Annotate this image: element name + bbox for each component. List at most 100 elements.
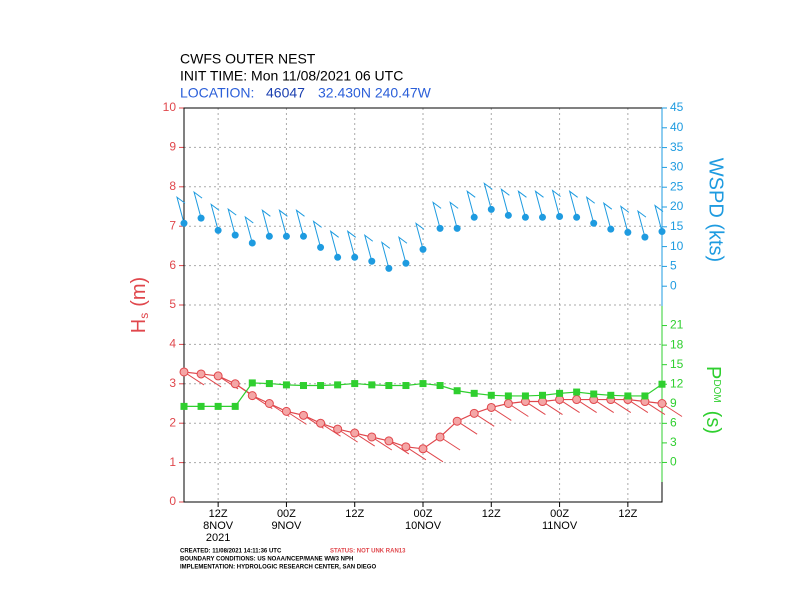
date-label: 9NOV bbox=[271, 520, 302, 532]
hs-point bbox=[247, 391, 257, 401]
period-point bbox=[658, 380, 666, 388]
y-tick-label: 2 bbox=[169, 415, 176, 429]
y-tick-label: 6 bbox=[169, 258, 176, 272]
period-point bbox=[521, 392, 529, 400]
y2-axis-label: WSPD (kts) bbox=[705, 158, 727, 262]
period-point bbox=[214, 402, 222, 410]
wind-barb bbox=[295, 209, 305, 237]
period-point bbox=[180, 402, 188, 410]
wind-point bbox=[470, 213, 478, 221]
y-tick-label: 8 bbox=[169, 179, 176, 193]
y2-tick-label: 25 bbox=[670, 179, 684, 193]
wind-barb bbox=[602, 201, 613, 230]
y3-tick-label: 18 bbox=[670, 337, 684, 351]
wind-point bbox=[300, 232, 307, 240]
wind-point bbox=[214, 226, 222, 234]
hs-point bbox=[213, 371, 223, 381]
wind-barb bbox=[551, 189, 561, 217]
wind-point bbox=[624, 228, 632, 236]
hs-point bbox=[333, 424, 343, 434]
y3-tick-label: 21 bbox=[670, 318, 684, 332]
period-point bbox=[385, 382, 393, 390]
period-point bbox=[470, 389, 478, 397]
period-point bbox=[453, 387, 461, 395]
y-tick-label: 0 bbox=[169, 494, 176, 508]
wind-point bbox=[180, 219, 188, 227]
date-label: 8NOV bbox=[203, 520, 234, 532]
wind-barb bbox=[585, 195, 596, 224]
wind-point bbox=[402, 259, 410, 267]
hs-point bbox=[384, 436, 394, 446]
y3-label-sub: DOM bbox=[711, 379, 722, 402]
y3-tick-label: 6 bbox=[670, 416, 677, 430]
wind-point bbox=[368, 257, 376, 265]
y-label-sub: s bbox=[137, 313, 151, 319]
wind-point bbox=[317, 243, 325, 251]
wind-point bbox=[197, 214, 205, 222]
wind-point bbox=[487, 205, 495, 213]
wind-barb bbox=[210, 203, 220, 231]
wind-barb bbox=[244, 215, 254, 244]
station-id: 46047 bbox=[266, 85, 305, 101]
wind-barb bbox=[517, 190, 527, 218]
y-axis-label: Hs (m) bbox=[128, 277, 151, 333]
wind-barb bbox=[227, 207, 237, 236]
hs-point bbox=[281, 406, 291, 416]
period-point bbox=[556, 389, 564, 397]
y2-tick-label: 40 bbox=[670, 120, 684, 134]
period-point bbox=[248, 379, 256, 387]
chart-title: CWFS OUTER NEST bbox=[180, 51, 316, 67]
hs-point bbox=[316, 418, 326, 428]
y-tick-label: 1 bbox=[169, 455, 176, 469]
y-tick-label: 10 bbox=[163, 100, 177, 114]
hs-point bbox=[196, 369, 206, 379]
period-point bbox=[607, 391, 615, 399]
x-tick-label: 00Z bbox=[550, 508, 569, 520]
wind-point bbox=[573, 213, 581, 221]
wind-barb bbox=[654, 204, 664, 232]
footer-implementation: IMPLEMENTATION: HYDROLOGIC RESEARCH CENT… bbox=[180, 565, 376, 571]
x-tick-label: 00Z bbox=[414, 508, 433, 520]
y3-tick-label: 12 bbox=[670, 376, 684, 390]
wind-barb bbox=[534, 190, 544, 218]
y3-tick-label: 0 bbox=[670, 455, 677, 469]
wind-point bbox=[282, 232, 290, 240]
wind-point bbox=[436, 224, 444, 232]
wind-barb bbox=[176, 195, 186, 224]
wind-point bbox=[334, 253, 342, 261]
period-point bbox=[231, 402, 239, 410]
wind-barb bbox=[363, 233, 374, 262]
wind-barb bbox=[398, 235, 408, 264]
period-point bbox=[351, 380, 359, 388]
hs-point bbox=[264, 399, 274, 408]
wind-barb bbox=[466, 190, 476, 218]
wind-point bbox=[607, 225, 615, 233]
period-point bbox=[436, 382, 444, 390]
hs-point bbox=[230, 379, 240, 389]
wind-barb bbox=[449, 201, 459, 229]
period-point bbox=[265, 380, 273, 388]
hs-point bbox=[179, 367, 189, 377]
wind-point bbox=[248, 239, 256, 247]
hs-point bbox=[418, 444, 428, 454]
y3-tick-label: 9 bbox=[670, 396, 677, 410]
x-tick-label: 00Z bbox=[277, 508, 296, 520]
wind-barb bbox=[637, 209, 647, 238]
period-point bbox=[317, 382, 325, 390]
hs-point bbox=[299, 410, 308, 420]
wind-barb bbox=[500, 188, 510, 216]
wind-barb bbox=[278, 209, 288, 237]
y-label-unit: (m) bbox=[128, 277, 150, 307]
period-point bbox=[282, 381, 290, 389]
hs-point bbox=[469, 408, 479, 418]
wind-point bbox=[351, 253, 359, 261]
wind-barb bbox=[483, 182, 493, 210]
period-point bbox=[419, 380, 427, 388]
wind-point bbox=[556, 213, 564, 221]
period-point bbox=[573, 388, 581, 396]
y-tick-label: 5 bbox=[169, 297, 176, 311]
wind-point bbox=[658, 228, 666, 236]
y3-label-main: P bbox=[702, 366, 724, 379]
wind-point bbox=[265, 232, 273, 240]
